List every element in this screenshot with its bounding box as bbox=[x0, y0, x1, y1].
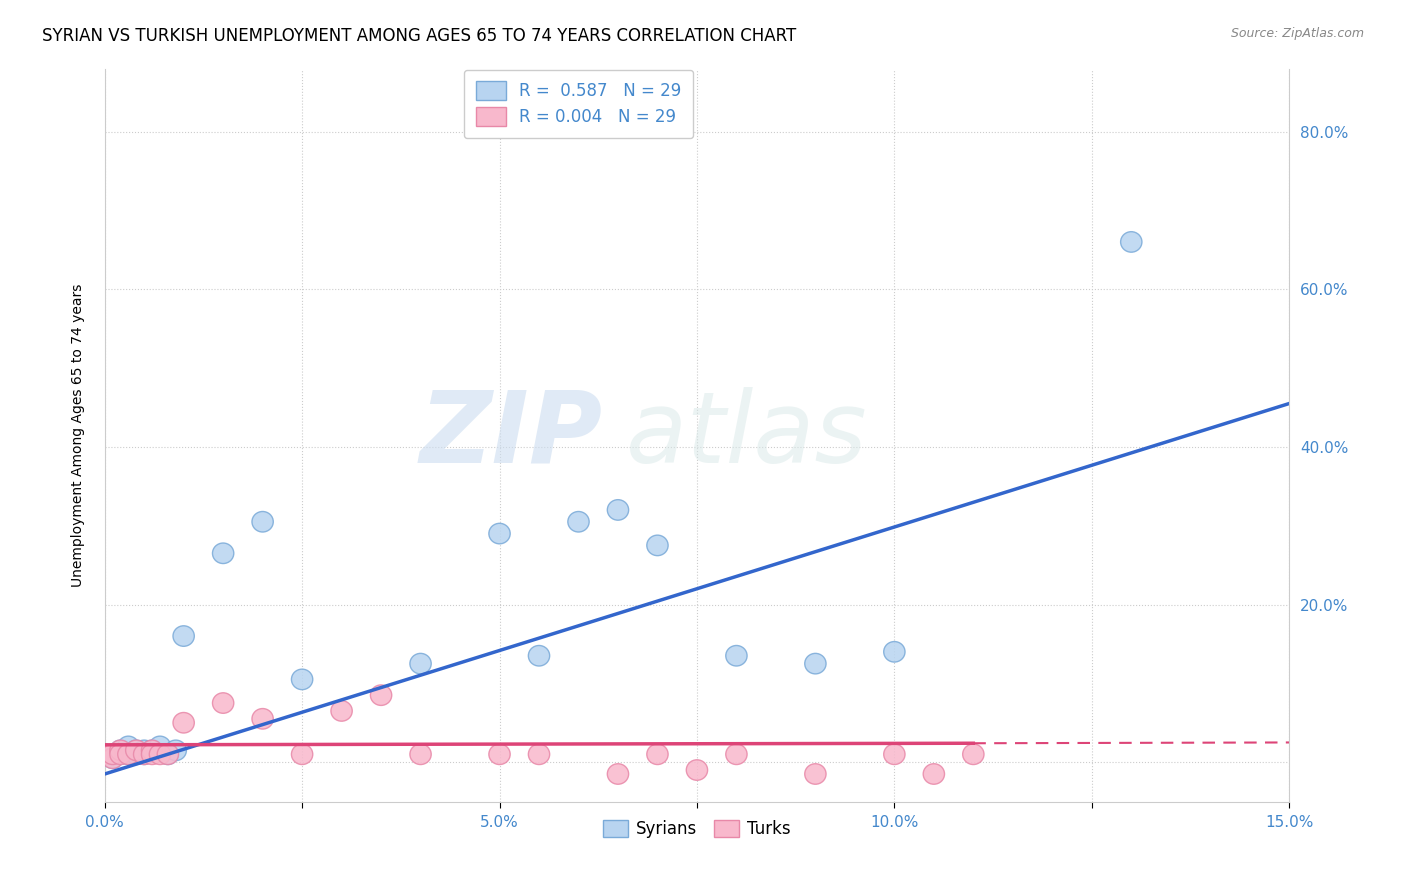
Ellipse shape bbox=[411, 653, 432, 673]
Ellipse shape bbox=[173, 626, 194, 647]
Ellipse shape bbox=[370, 685, 392, 706]
Ellipse shape bbox=[134, 744, 155, 764]
Ellipse shape bbox=[924, 764, 945, 784]
Ellipse shape bbox=[118, 744, 139, 764]
Ellipse shape bbox=[94, 744, 115, 764]
Ellipse shape bbox=[725, 646, 747, 666]
Text: Source: ZipAtlas.com: Source: ZipAtlas.com bbox=[1230, 27, 1364, 40]
Ellipse shape bbox=[125, 744, 148, 764]
Ellipse shape bbox=[568, 511, 589, 532]
Ellipse shape bbox=[291, 669, 312, 690]
Ellipse shape bbox=[884, 744, 905, 764]
Ellipse shape bbox=[101, 744, 124, 764]
Ellipse shape bbox=[110, 744, 131, 764]
Ellipse shape bbox=[607, 500, 628, 520]
Text: SYRIAN VS TURKISH UNEMPLOYMENT AMONG AGES 65 TO 74 YEARS CORRELATION CHART: SYRIAN VS TURKISH UNEMPLOYMENT AMONG AGE… bbox=[42, 27, 796, 45]
Ellipse shape bbox=[110, 740, 131, 761]
Ellipse shape bbox=[149, 744, 170, 764]
Ellipse shape bbox=[101, 744, 124, 764]
Ellipse shape bbox=[884, 641, 905, 662]
Ellipse shape bbox=[252, 511, 273, 532]
Text: atlas: atlas bbox=[626, 386, 868, 483]
Legend: Syrians, Turks: Syrians, Turks bbox=[596, 813, 797, 845]
Ellipse shape bbox=[125, 740, 148, 761]
Ellipse shape bbox=[212, 543, 233, 564]
Text: ZIP: ZIP bbox=[419, 386, 602, 483]
Ellipse shape bbox=[94, 744, 115, 764]
Ellipse shape bbox=[101, 748, 124, 769]
Ellipse shape bbox=[804, 653, 827, 673]
Ellipse shape bbox=[142, 744, 163, 764]
Ellipse shape bbox=[118, 744, 139, 764]
Ellipse shape bbox=[134, 744, 155, 764]
Y-axis label: Unemployment Among Ages 65 to 74 years: Unemployment Among Ages 65 to 74 years bbox=[72, 284, 86, 587]
Ellipse shape bbox=[110, 744, 131, 764]
Ellipse shape bbox=[647, 744, 668, 764]
Ellipse shape bbox=[165, 740, 187, 761]
Ellipse shape bbox=[647, 535, 668, 556]
Ellipse shape bbox=[149, 736, 170, 756]
Ellipse shape bbox=[529, 744, 550, 764]
Ellipse shape bbox=[125, 740, 148, 761]
Ellipse shape bbox=[157, 744, 179, 764]
Ellipse shape bbox=[725, 744, 747, 764]
Ellipse shape bbox=[330, 700, 353, 722]
Ellipse shape bbox=[110, 740, 131, 761]
Ellipse shape bbox=[804, 764, 827, 784]
Ellipse shape bbox=[142, 740, 163, 761]
Ellipse shape bbox=[489, 524, 510, 544]
Ellipse shape bbox=[212, 693, 233, 714]
Ellipse shape bbox=[489, 744, 510, 764]
Ellipse shape bbox=[1121, 232, 1142, 252]
Ellipse shape bbox=[157, 744, 179, 764]
Ellipse shape bbox=[529, 646, 550, 666]
Ellipse shape bbox=[291, 744, 312, 764]
Ellipse shape bbox=[607, 764, 628, 784]
Ellipse shape bbox=[252, 708, 273, 729]
Ellipse shape bbox=[101, 748, 124, 769]
Ellipse shape bbox=[142, 740, 163, 761]
Ellipse shape bbox=[411, 744, 432, 764]
Ellipse shape bbox=[963, 744, 984, 764]
Ellipse shape bbox=[173, 713, 194, 733]
Ellipse shape bbox=[118, 736, 139, 756]
Ellipse shape bbox=[686, 760, 707, 780]
Ellipse shape bbox=[134, 740, 155, 761]
